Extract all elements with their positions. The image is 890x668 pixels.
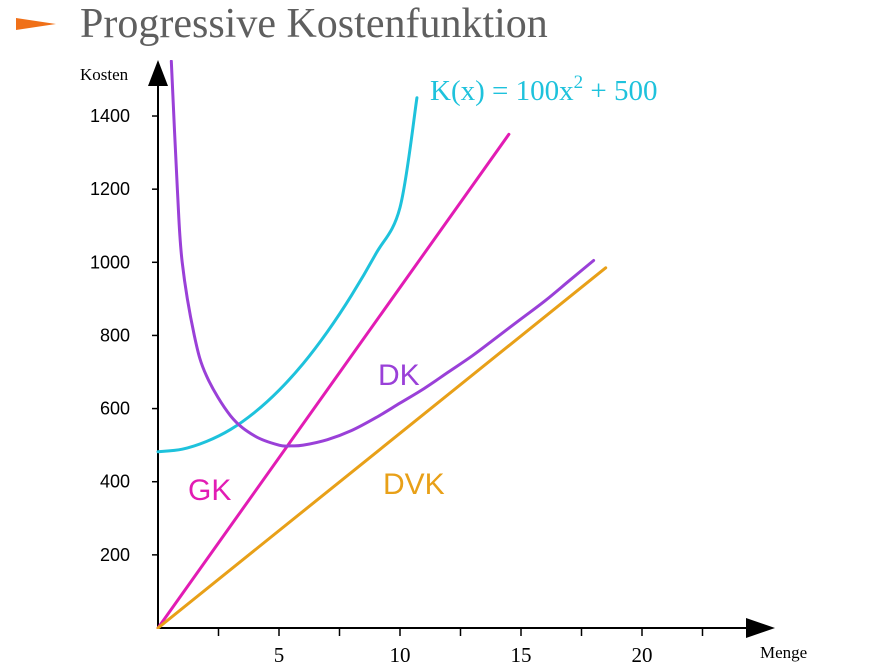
axes: Kosten Menge xyxy=(80,60,807,662)
y-axis-arrow-icon xyxy=(148,60,168,86)
y-axis-title: Kosten xyxy=(80,65,129,84)
series-line-k xyxy=(156,96,419,454)
series-label-gk: GK xyxy=(188,474,231,507)
y-tick-label: 200 xyxy=(100,545,130,565)
ticks: 200 400 600 800 1000 1200 1400 5 10 15 20 xyxy=(90,106,704,667)
x-tick-label: 5 xyxy=(274,643,285,667)
series-line-gk xyxy=(156,132,511,629)
slide-title: Progressive Kostenfunktion xyxy=(80,1,548,47)
series-line-dvk xyxy=(156,266,608,629)
y-tick-label: 1000 xyxy=(90,252,130,272)
y-tick-label: 1400 xyxy=(90,106,130,126)
arrow-bullet-icon xyxy=(16,18,56,30)
y-tick-label: 600 xyxy=(100,399,130,419)
x-tick-label: 10 xyxy=(390,643,411,667)
series-line-dk xyxy=(169,60,596,448)
series-labels: GK DK DVK xyxy=(188,359,445,507)
series-label-dvk: DVK xyxy=(383,468,445,501)
formula-label: K(x) = 100x2 + 500 xyxy=(430,72,657,107)
y-tick-label: 400 xyxy=(100,472,130,492)
x-tick-label: 15 xyxy=(511,643,532,667)
x-axis-title: Menge xyxy=(760,643,807,662)
series-curves xyxy=(156,60,608,629)
series-label-dk: DK xyxy=(378,359,420,392)
y-tick-label: 800 xyxy=(100,325,130,345)
slide-header: Progressive Kostenfunktion xyxy=(0,0,890,60)
y-tick-label: 1200 xyxy=(90,179,130,199)
x-axis-arrow-icon xyxy=(746,618,775,638)
x-tick-label: 20 xyxy=(632,643,653,667)
